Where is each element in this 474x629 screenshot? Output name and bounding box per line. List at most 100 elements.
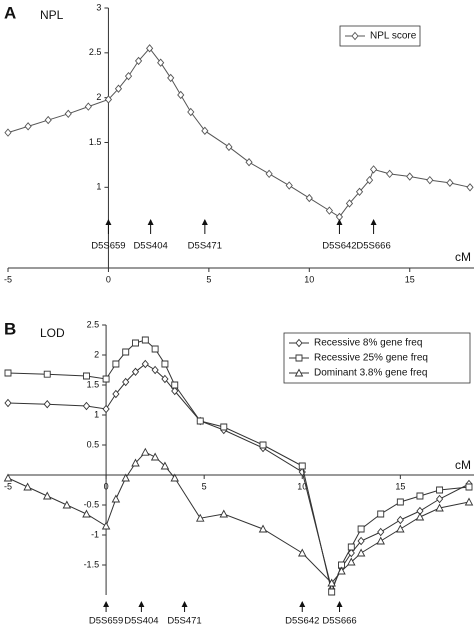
point [466,183,474,192]
point [157,58,165,67]
x-tick-label: 0 [106,274,111,284]
point [435,503,444,512]
arrow-head [336,219,343,225]
annotation-label: D5S666 [356,241,390,252]
point [396,498,404,506]
point [220,423,228,431]
point [4,398,12,408]
point [187,107,195,117]
point [42,491,52,500]
point [161,360,169,368]
series-line [7,47,471,218]
point [365,175,374,185]
point [167,73,175,83]
y-tick-label: 1 [96,182,101,192]
point [464,497,474,506]
legend-label: Recessive 8% gene freq [314,338,422,349]
point [170,473,179,482]
point [259,441,267,449]
point [225,142,233,152]
point [337,566,346,575]
point [357,525,365,533]
point [285,181,293,190]
panel-label: B [4,319,16,338]
x-tick-label: 5 [202,481,207,491]
legend-marker [295,354,303,362]
y-tick-label: 3 [96,2,101,12]
arrow-head [201,219,208,225]
point [177,90,185,100]
point [219,509,229,518]
point [415,512,425,521]
point [377,510,385,518]
annotation-label: D5S659 [91,241,125,252]
point [64,109,72,118]
point [345,199,354,208]
point [102,404,110,414]
series-line [7,363,470,591]
annotation-label: D5S666 [322,616,356,627]
point [195,513,205,522]
point [171,381,179,389]
point [134,56,143,66]
annotation-label: D5S471 [188,241,222,252]
point [328,588,336,596]
annotation-label: D5S642 [285,616,319,627]
y-tick-label: 1.5 [87,379,100,389]
point [327,578,336,587]
x-axis-title: cM [455,250,471,264]
point [124,71,133,81]
annotation-label: D5S471 [167,616,201,627]
point [114,84,123,93]
point [151,365,159,375]
point [3,473,13,482]
point [151,345,159,353]
annotation-label: D5S659 [89,616,123,627]
point [406,172,414,181]
legend-label: Recessive 25% gene freq [314,353,428,364]
point [298,462,306,470]
point [122,377,130,387]
annotation-label: D5S404 [124,616,158,627]
point [84,102,92,111]
point [146,44,154,53]
y-tick-label: 1 [94,409,99,419]
arrow-head [299,601,306,607]
point [121,473,130,482]
arrow-head [138,601,145,607]
y-tick-label: 0.5 [87,439,100,449]
point [355,187,364,196]
point [369,165,378,174]
x-tick-label: 15 [405,274,415,284]
point [258,524,268,533]
point [23,482,32,491]
point [171,386,179,396]
point [111,494,121,503]
y-tick-label: 1.5 [89,137,102,147]
point [347,543,355,551]
point [160,461,170,470]
point [386,169,394,179]
point [131,458,140,467]
point [265,169,273,179]
arrow-head [336,601,343,607]
x-axis-title: cM [455,458,471,472]
point [426,175,434,185]
x-tick-label: 10 [304,274,314,284]
y-axis-title: LOD [40,326,65,340]
point [62,500,72,509]
legend-label: NPL score [370,31,417,42]
x-tick-label: 5 [206,274,211,284]
point [376,536,385,545]
point [377,527,385,537]
point [102,375,110,383]
x-tick-label: -5 [4,481,12,491]
legend-marker [295,338,303,348]
y-tick-label: 2.5 [87,319,100,329]
arrow-head [370,219,377,225]
legend-marker [294,368,304,377]
point [112,360,120,368]
point [150,452,160,461]
legend-box [339,25,421,47]
